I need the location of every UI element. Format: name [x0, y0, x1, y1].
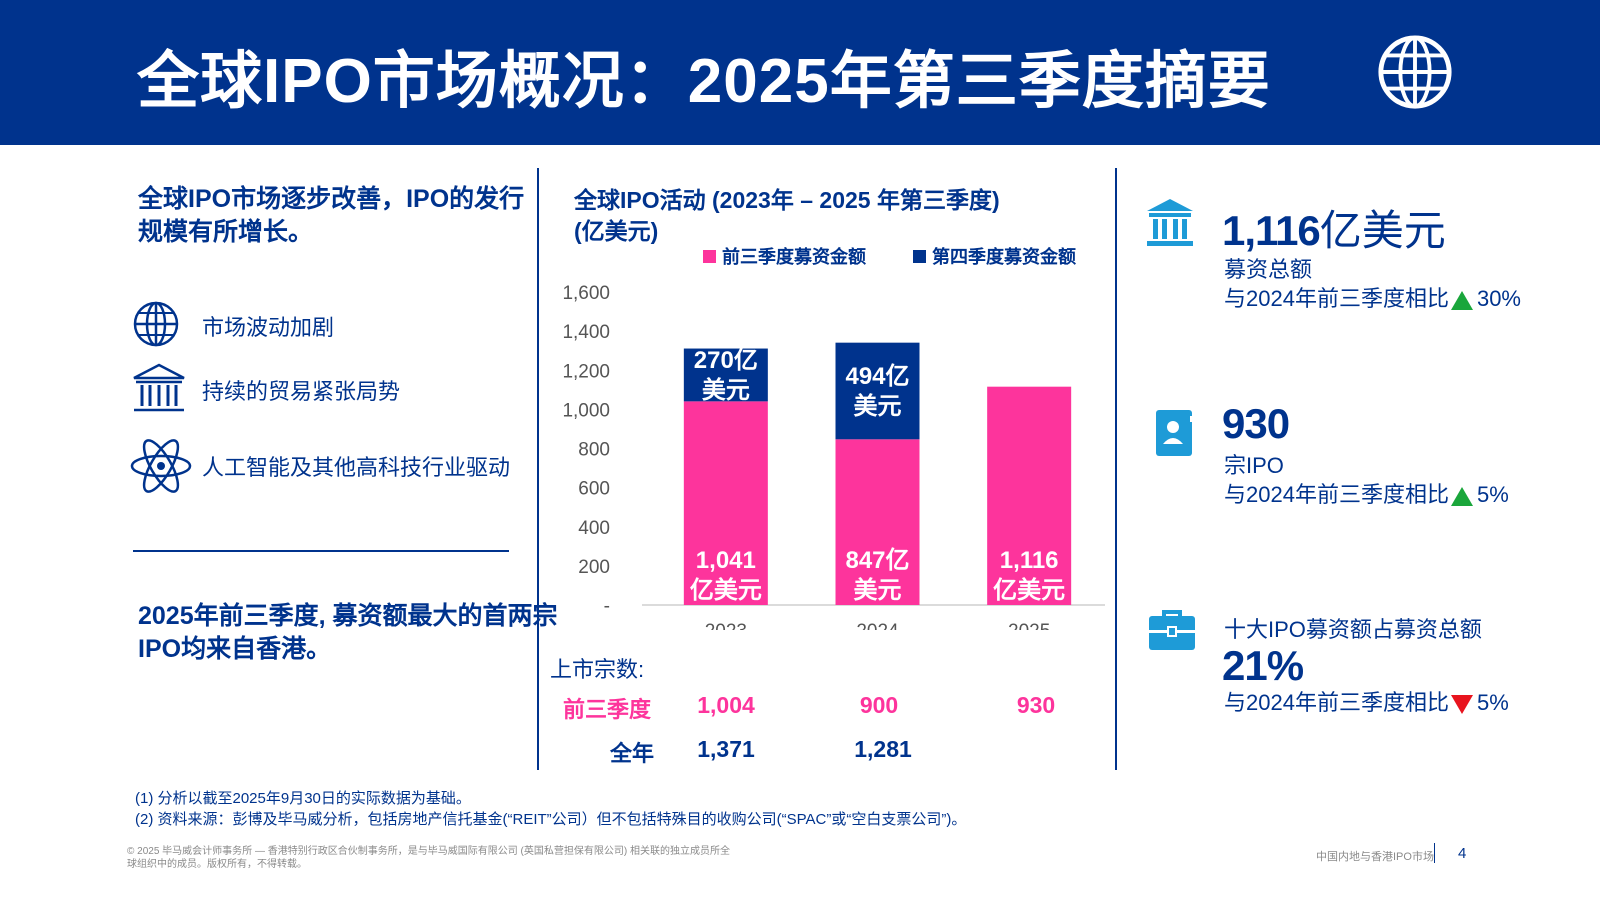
compare-text: 与2024年前三季度相比: [1224, 690, 1449, 715]
stat-total-number: 1,116: [1222, 207, 1321, 254]
bar-data-label: 494亿: [845, 363, 909, 390]
count-q3-2024: 900: [859, 692, 899, 718]
y-tick-label: 200: [578, 557, 610, 578]
y-tick-label: 800: [578, 440, 610, 461]
stat-top10-label: 十大IPO募资额占募资总额: [1224, 617, 1482, 642]
profile-card-icon: [1156, 410, 1194, 456]
bank-icon: [133, 363, 185, 412]
change-value: 30%: [1476, 286, 1521, 311]
footnote-2: (2) 资料来源：彭博及毕马威分析，包括房地产信托基金(“REIT”公司）但不包…: [135, 811, 967, 828]
bar-data-label: 847亿: [845, 547, 909, 574]
stat-count-value: 930: [1222, 400, 1290, 447]
atom-icon: [130, 439, 192, 493]
footer-separator: [1434, 843, 1435, 863]
x-tick-label: 2023: [705, 621, 747, 630]
footer-report-title: 中国内地与香港IPO市场: [1316, 851, 1434, 863]
count-q3-2023: 1,004: [697, 692, 755, 718]
bar-q1-q3-2023: [683, 401, 768, 605]
footnote-1: (1) 分析以截至2025年9月30日的实际数据为基础。: [135, 790, 471, 807]
column-divider: [1115, 168, 1117, 770]
change-value: 5%: [1476, 482, 1509, 507]
chart-title-line1: 全球IPO活动 (2023年 – 2025 年第三季度): [574, 187, 1000, 213]
risk-label: 市场波动加剧: [202, 315, 335, 340]
bottom-note: 2025年前三季度, 募资额最大的首两宗IPO均来自香港。: [138, 602, 558, 663]
chart-title-unit: (亿美元): [574, 218, 659, 244]
bar-data-label: 美元: [702, 376, 750, 404]
bar-data-label: 1,116: [1000, 547, 1059, 574]
y-tick-label: -: [604, 596, 610, 617]
stat-top10-compare: 与2024年前三季度相比 5%: [1224, 685, 1509, 717]
up-arrow-icon: [1450, 290, 1473, 310]
bar-data-label: 美元: [854, 576, 902, 604]
risk-label: 人工智能及其他高科技行业驱动: [202, 455, 511, 480]
bar-data-label: 270亿: [694, 347, 758, 374]
y-tick-label: 1,600: [562, 283, 610, 304]
globe-icon: [1378, 35, 1452, 109]
stat-top10-value: 21%: [1222, 642, 1304, 689]
globe-icon: [133, 301, 179, 347]
count-full-label: 全年: [610, 741, 655, 766]
legend-swatch: [703, 250, 716, 263]
count-q3-2025: 930: [1016, 692, 1056, 718]
stat-count-compare: 与2024年前三季度相比 5%: [1224, 477, 1509, 509]
bar-q1-q3-2025: [987, 386, 1072, 605]
down-arrow-icon: [1450, 694, 1473, 714]
count-q3-label: 前三季度: [563, 697, 652, 722]
column-divider: [537, 168, 539, 770]
stat-total-unit: 亿美元: [1319, 207, 1446, 254]
intro-text: 全球IPO市场逐步改善，IPO的发行规模有所增长。: [138, 185, 525, 246]
risk-item-volatility: 市场波动加剧: [130, 298, 550, 354]
compare-text: 与2024年前三季度相比: [1224, 286, 1449, 311]
count-full-2024: 1,281: [854, 736, 912, 762]
chart-title: 全球IPO活动 (2023年 – 2025 年第三季度) (亿美元): [574, 185, 1000, 247]
compare-text: 与2024年前三季度相比: [1224, 482, 1449, 507]
risk-item-ai: 人工智能及其他高科技行业驱动: [130, 438, 550, 494]
y-tick-label: 1,400: [562, 322, 610, 343]
ipo-bar-chart: - 200 400 600 800 1,000 1,200 1,400 1,600 前三季度募资金…: [562, 246, 1105, 630]
change-value: 5%: [1476, 690, 1509, 715]
x-tick-label: 2025: [1008, 621, 1050, 630]
x-tick-label: 2024: [856, 621, 899, 630]
bar-q4-2023: [683, 348, 768, 402]
legend-label: 前三季度募资金额: [722, 246, 866, 267]
bar-data-label: 1,041: [696, 547, 756, 574]
stat-total-label: 募资总额: [1224, 257, 1313, 282]
divider: [133, 550, 509, 552]
stat-count-label: 宗IPO: [1224, 453, 1284, 478]
page-title: 全球IPO市场概况：2025年第三季度摘要: [137, 47, 1271, 116]
stat-total-value: 1,116亿美元: [1222, 197, 1446, 258]
y-tick-label: 600: [578, 479, 610, 500]
bar-q1-q3-2024: [835, 439, 920, 605]
bar-data-label: 亿美元: [993, 576, 1065, 604]
legend-label: 第四季度募资金额: [932, 246, 1076, 267]
y-tick-label: 1,000: [562, 400, 610, 421]
copyright: © 2025 毕马威会计师事务所 — 香港特别行政区合伙制事务所，是与毕马威国际…: [127, 846, 730, 870]
bar-data-label: 美元: [854, 392, 902, 420]
count-header: 上市宗数:: [550, 657, 645, 682]
bank-icon: [1147, 199, 1193, 246]
count-full-2023: 1,371: [697, 736, 755, 762]
y-tick-label: 1,200: [562, 361, 610, 382]
up-arrow-icon: [1450, 486, 1473, 506]
header-banner: 全球IPO市场概况：2025年第三季度摘要: [0, 0, 1600, 145]
stat-total-compare: 与2024年前三季度相比 30%: [1224, 281, 1521, 313]
bar-data-label: 亿美元: [690, 576, 762, 604]
y-tick-label: 400: [578, 518, 610, 539]
page-number: 4: [1458, 845, 1467, 862]
briefcase-icon: [1149, 610, 1195, 650]
risk-label: 持续的贸易紧张局势: [202, 379, 401, 404]
legend-swatch: [913, 250, 926, 263]
bar-q4-2024: [835, 342, 920, 440]
risk-item-trade: 持续的贸易紧张局势: [130, 362, 550, 418]
